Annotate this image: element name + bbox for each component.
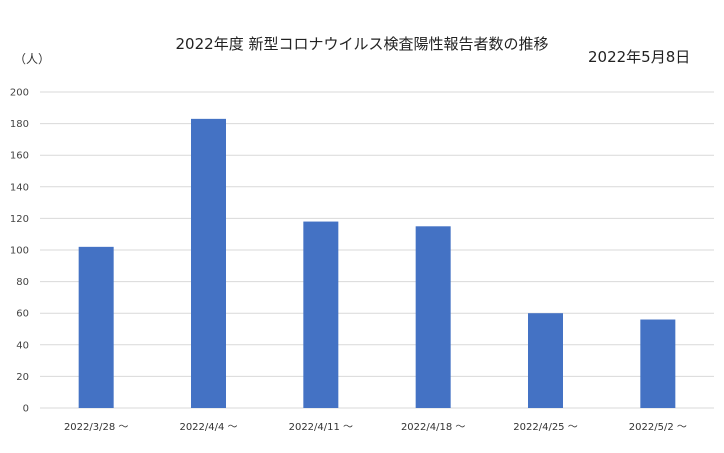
x-tick-label: 2022/5/2 〜	[629, 422, 687, 433]
y-tick-label: 160	[10, 151, 29, 162]
grid-lines	[40, 91, 714, 409]
y-tick-label: 180	[10, 119, 29, 130]
bar	[191, 118, 226, 409]
y-tick-label: 20	[16, 372, 29, 383]
y-tick-label: 100	[10, 246, 29, 257]
x-tick-label: 2022/4/25 〜	[513, 422, 577, 433]
y-tick-label: 120	[10, 214, 29, 225]
report-date: 2022年5月8日	[588, 48, 691, 66]
x-tick-label: 2022/4/11 〜	[289, 422, 353, 433]
bar	[528, 313, 563, 408]
x-axis-ticks: 2022/3/28 〜 2022/4/4 〜 2022/4/11 〜 2022/4/1…	[64, 422, 687, 433]
y-tick-label: 80	[16, 277, 29, 288]
y-tick-label: 200	[10, 88, 29, 99]
y-axis-ticks: 0 20 40 60 80 100 120 140 160 180 200	[10, 88, 29, 415]
x-tick-label: 2022/3/28 〜	[64, 422, 128, 433]
bar	[303, 221, 339, 408]
bar	[78, 246, 114, 408]
chart-title: 2022年度 新型コロナウイルス検査陽性報告者数の推移	[175, 35, 549, 53]
y-tick-label: 60	[16, 309, 29, 320]
y-tick-label: 140	[10, 182, 29, 193]
bar	[415, 226, 451, 408]
bars	[78, 118, 676, 409]
y-tick-label: 0	[23, 404, 29, 415]
x-tick-label: 2022/4/18 〜	[401, 422, 465, 433]
x-tick-label: 2022/4/4 〜	[179, 422, 237, 433]
y-tick-label: 40	[16, 340, 29, 351]
bar	[640, 319, 676, 408]
y-axis-unit-label: （人）	[14, 52, 51, 66]
